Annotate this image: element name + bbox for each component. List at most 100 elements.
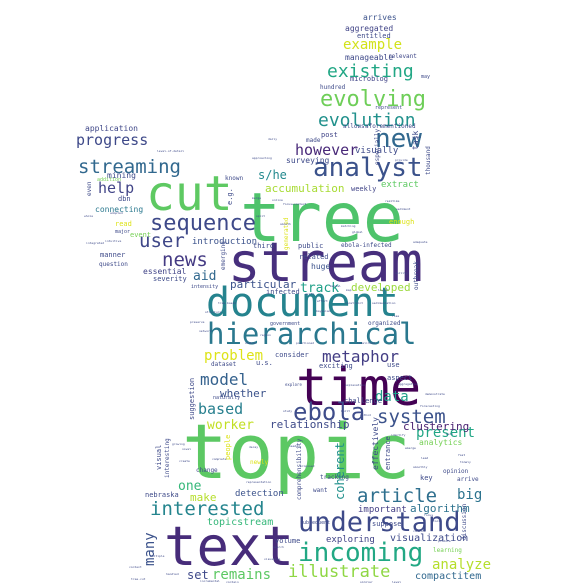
word-existing: existing [327,61,414,82]
word-exciting: exciting [319,362,353,370]
word-key: key [420,474,433,482]
word-challenge: challenge [344,397,382,405]
word-enough: enough [389,218,415,226]
word-detection: detection [235,489,284,499]
word-new: new [375,124,422,154]
word-entitled: entitled [357,32,391,40]
word-event: event [130,231,152,239]
word-create: create [179,459,190,463]
word-present: present [416,425,476,441]
word-dbn: dbn [118,195,131,203]
word-outbreak: outbreak [413,261,420,290]
word-represent: represent [375,105,403,111]
word-relationship: relationship [270,418,350,431]
word-worker: worker [207,418,254,433]
word-contain: contain [226,580,239,584]
word-aspect: aspect [387,374,413,382]
word-representation: representation [246,480,272,484]
word-weekly: weekly [351,185,377,193]
word-addition: addition [97,177,122,183]
word-may: may [421,74,431,80]
word-daily: daily [268,137,278,141]
word-online: online [272,198,283,202]
word-provide: provide [395,158,408,162]
word-severity: severity [153,275,187,283]
word-time: time [296,358,422,418]
word-tree: tree [240,179,404,258]
word-context: context [129,565,142,569]
word-ebola: ebola [293,398,366,426]
word-multiple: multiple [150,554,165,558]
word-region: region [260,333,271,337]
word-topicstream: topicstream [207,517,274,528]
word-emerging: emerging [220,241,227,270]
word-known: known [225,175,244,182]
word-make: make [190,491,217,504]
word-based: based [198,400,244,418]
word-similar: similar [360,580,373,584]
word-surveying: surveying [286,156,330,165]
word-global: global [352,230,363,234]
word-mental: mental [330,284,341,288]
word-model: model [200,370,249,389]
word-hundred: hundred [320,84,346,91]
word-timely: timely [460,460,471,464]
word-mining: mining [107,171,136,180]
word-clustering: clustering [403,420,470,433]
word-compactitem: compactitem [415,571,482,582]
word-constraint: constraint [345,301,364,305]
word-map: map [346,288,352,292]
word-approaching: approaching [252,156,272,160]
word-realtime: realtime [385,199,400,203]
word-learning: learning [433,547,462,554]
word-many: many [142,532,158,566]
word-suppose: suppose [372,520,402,528]
word-track: track [300,281,340,296]
word-aggregated: aggregated [345,24,394,33]
word-system: system [377,406,446,428]
word-set: set [187,568,209,582]
word-interested: interested [150,498,265,520]
word-needed: needed [289,444,300,448]
word-topic: topic [182,407,411,496]
word-application: application [85,124,138,133]
word-drift: drift [305,292,315,296]
word-analyst: analyst [313,153,423,183]
word-stable: stable [245,341,256,345]
word-use: use [387,361,400,369]
word-third: third [253,242,275,250]
word-tracking: tracking [320,474,349,481]
word-understand: understand [298,507,461,538]
word-accumulation: accumulation [265,182,345,195]
word-extract: extract [381,180,419,190]
word-manageable: manageable [345,53,394,62]
word-progress: progress [76,131,149,149]
word-important: important [358,505,407,515]
word-level: level [392,580,402,584]
word-however: however [295,141,359,159]
word-even: even [86,181,93,196]
word-analytics: analytics [419,438,463,447]
word-suggestion: suggestion [188,377,196,420]
word-positioned: positioned [296,341,315,345]
word-sequence: sequence [150,211,256,236]
word-help: help [98,179,135,197]
word-sedimentation: sedimentation [372,301,396,305]
word-focus-context: focus+context [283,202,307,206]
word-newly: newly [250,459,269,466]
word-merge: merge [252,196,262,200]
word-data: data [375,389,409,405]
word-microblog: microblog [350,75,388,83]
word-identify: identify [391,433,406,437]
word-growing: growing [172,442,185,446]
word-often: often [412,135,422,139]
word-u-s: u.s. [256,359,273,367]
word-developed: developed [351,281,411,294]
word-visually: visually [355,146,399,156]
word-infected: infected [266,288,300,296]
word-lead: lead [421,456,429,460]
word-manner: manner [100,251,126,259]
word-entrance: entrance [384,436,392,470]
word-explore: explore [285,382,302,387]
